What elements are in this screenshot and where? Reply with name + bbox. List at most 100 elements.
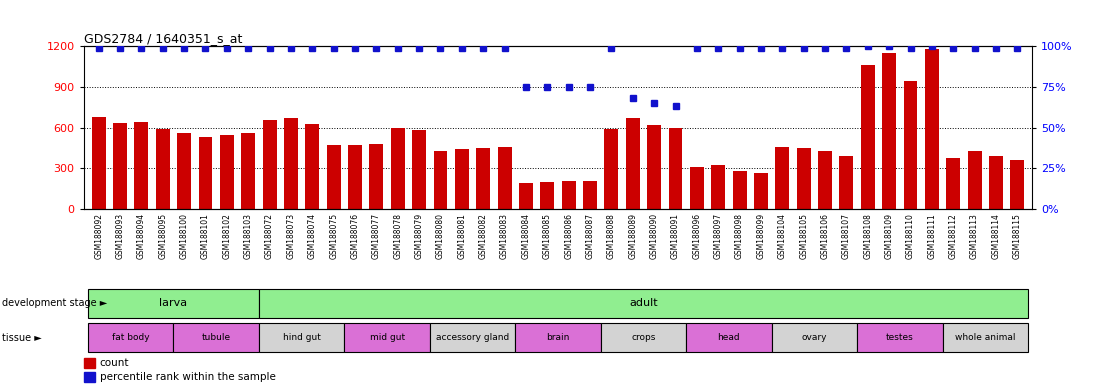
Text: GSM188113: GSM188113 xyxy=(970,213,979,259)
Text: GSM188110: GSM188110 xyxy=(906,213,915,259)
Bar xyxy=(327,145,340,209)
Text: fat body: fat body xyxy=(112,333,150,343)
Text: testes: testes xyxy=(886,333,914,343)
Text: tissue ►: tissue ► xyxy=(2,333,42,343)
Text: GSM188087: GSM188087 xyxy=(586,213,595,259)
Text: GSM188074: GSM188074 xyxy=(308,213,317,259)
Bar xyxy=(626,118,639,209)
FancyBboxPatch shape xyxy=(516,323,600,353)
Bar xyxy=(306,124,319,209)
Bar xyxy=(583,181,597,209)
Text: hind gut: hind gut xyxy=(282,333,320,343)
Text: GSM188098: GSM188098 xyxy=(735,213,744,259)
Bar xyxy=(776,147,789,209)
Bar xyxy=(241,133,256,209)
Bar xyxy=(860,65,875,209)
Bar xyxy=(989,156,1003,209)
Bar xyxy=(220,135,233,209)
Bar xyxy=(839,156,854,209)
Bar xyxy=(561,181,576,209)
FancyBboxPatch shape xyxy=(943,323,1028,353)
Text: GSM188103: GSM188103 xyxy=(243,213,252,259)
Text: tubule: tubule xyxy=(202,333,231,343)
Text: GSM188104: GSM188104 xyxy=(778,213,787,259)
Text: GSM188072: GSM188072 xyxy=(266,213,275,259)
Text: GSM188090: GSM188090 xyxy=(650,213,658,259)
Bar xyxy=(883,53,896,209)
Text: GSM188112: GSM188112 xyxy=(949,213,958,259)
Text: GSM188114: GSM188114 xyxy=(991,213,1000,259)
Bar xyxy=(283,118,298,209)
Bar xyxy=(369,144,383,209)
FancyBboxPatch shape xyxy=(259,323,345,353)
Text: GSM188096: GSM188096 xyxy=(692,213,701,259)
Bar xyxy=(433,151,448,209)
FancyBboxPatch shape xyxy=(173,323,259,353)
Text: brain: brain xyxy=(547,333,569,343)
Text: GSM188097: GSM188097 xyxy=(714,213,723,259)
Bar xyxy=(412,131,426,209)
FancyBboxPatch shape xyxy=(857,323,943,353)
Text: mid gut: mid gut xyxy=(369,333,405,343)
Bar xyxy=(113,123,127,209)
Bar xyxy=(84,372,95,382)
Bar xyxy=(477,148,490,209)
Bar xyxy=(199,137,212,209)
FancyBboxPatch shape xyxy=(430,323,516,353)
Bar xyxy=(519,183,533,209)
Bar xyxy=(134,122,148,209)
Bar xyxy=(177,133,191,209)
Bar xyxy=(925,49,939,209)
Bar xyxy=(1010,161,1024,209)
Bar xyxy=(797,148,810,209)
Text: count: count xyxy=(99,358,129,368)
Text: GSM188108: GSM188108 xyxy=(864,213,873,259)
Bar xyxy=(92,117,106,209)
Bar xyxy=(690,167,704,209)
Bar xyxy=(84,358,95,368)
Text: GSM188083: GSM188083 xyxy=(500,213,509,259)
Text: GSM188106: GSM188106 xyxy=(820,213,829,259)
FancyBboxPatch shape xyxy=(600,323,686,353)
Bar xyxy=(946,157,960,209)
Text: GSM188077: GSM188077 xyxy=(372,213,381,259)
Text: GSM188109: GSM188109 xyxy=(885,213,894,259)
Bar xyxy=(498,147,511,209)
Text: GSM188092: GSM188092 xyxy=(94,213,103,259)
Bar xyxy=(668,127,683,209)
Text: percentile rank within the sample: percentile rank within the sample xyxy=(99,372,276,382)
Text: GSM188073: GSM188073 xyxy=(287,213,296,259)
Text: GSM188075: GSM188075 xyxy=(329,213,338,259)
Text: GSM188100: GSM188100 xyxy=(180,213,189,259)
Bar xyxy=(711,165,725,209)
Text: GSM188076: GSM188076 xyxy=(350,213,359,259)
Bar xyxy=(647,125,661,209)
Text: ovary: ovary xyxy=(801,333,827,343)
Text: GDS2784 / 1640351_s_at: GDS2784 / 1640351_s_at xyxy=(84,32,242,45)
Text: GSM188091: GSM188091 xyxy=(671,213,680,259)
Text: GSM188107: GSM188107 xyxy=(841,213,850,259)
Text: larva: larva xyxy=(160,298,187,308)
Text: GSM188094: GSM188094 xyxy=(137,213,146,259)
Bar xyxy=(904,81,917,209)
Bar xyxy=(733,170,747,209)
Text: GSM188084: GSM188084 xyxy=(521,213,530,259)
Text: whole animal: whole animal xyxy=(955,333,1016,343)
Bar xyxy=(391,127,405,209)
FancyBboxPatch shape xyxy=(259,289,1028,318)
Text: accessory gland: accessory gland xyxy=(436,333,509,343)
FancyBboxPatch shape xyxy=(345,323,430,353)
FancyBboxPatch shape xyxy=(686,323,771,353)
Text: GSM188086: GSM188086 xyxy=(565,213,574,259)
Bar xyxy=(262,119,277,209)
FancyBboxPatch shape xyxy=(771,323,857,353)
Text: GSM188078: GSM188078 xyxy=(393,213,402,259)
Text: GSM188081: GSM188081 xyxy=(458,213,466,259)
Bar xyxy=(754,172,768,209)
Bar xyxy=(455,149,469,209)
Text: development stage ►: development stage ► xyxy=(2,298,107,308)
Bar xyxy=(540,182,555,209)
Text: GSM188101: GSM188101 xyxy=(201,213,210,259)
Bar xyxy=(156,129,170,209)
Text: GSM188115: GSM188115 xyxy=(1013,213,1022,259)
